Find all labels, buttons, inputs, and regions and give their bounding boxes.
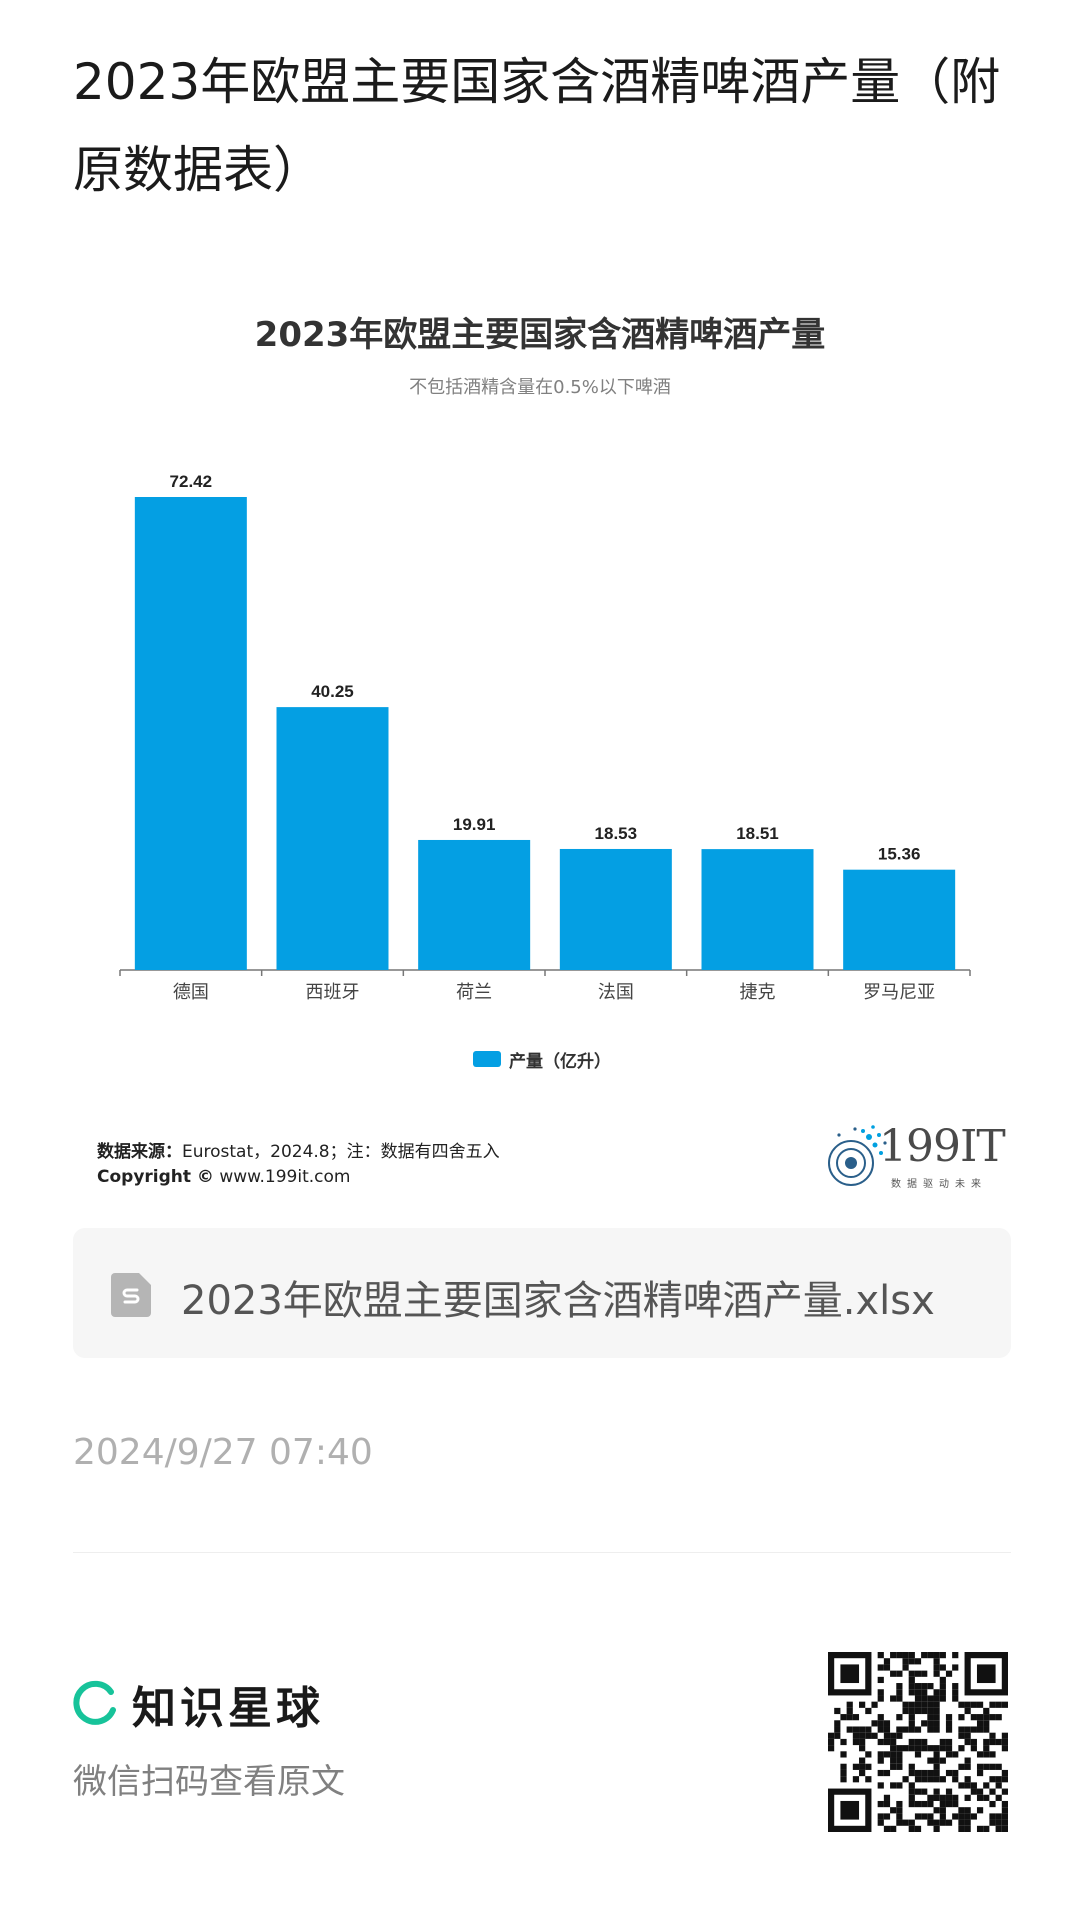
bar-5: [843, 869, 956, 970]
chart-title: 2023年欧盟主要国家含酒精啤酒产量: [254, 315, 826, 355]
x-tick-label-1: 西班牙: [306, 982, 360, 1003]
data-label-4: 18.51: [736, 824, 779, 843]
legend-label: 产量（亿升）: [509, 1051, 611, 1072]
qr-code-icon[interactable]: [828, 1652, 1008, 1832]
copyright-text: www.199it.com: [219, 1167, 351, 1187]
x-tick-label-3: 法国: [598, 982, 634, 1003]
legend-swatch: [473, 1051, 501, 1067]
x-tick-label-4: 捷克: [740, 982, 776, 1003]
bar-1: [276, 707, 389, 970]
x-tick-label-2: 荷兰: [456, 982, 492, 1003]
app-name: 知识星球: [132, 1683, 324, 1734]
attachment-card[interactable]: 2023年欧盟主要国家含酒精啤酒产量.xlsx: [73, 1228, 1011, 1358]
divider: [73, 1552, 1011, 1553]
data-label-2: 19.91: [453, 815, 496, 834]
source-text: Eurostat，2024.8；注：数据有四舍五入: [182, 1142, 500, 1162]
bar-0: [134, 497, 247, 970]
brand-tagline: 数据驱动未来: [891, 1179, 987, 1190]
document-icon: [111, 1273, 151, 1317]
brand-name: 199IT: [879, 1121, 1006, 1172]
x-tick-label-5: 罗马尼亚: [863, 982, 935, 1003]
chart-subtitle: 不包括酒精含量在0.5%以下啤酒: [409, 377, 671, 398]
bar-chart: 72.42 德国 40.25 西班牙 19.91 荷兰 18.53 法国 18.51 捷克 15.3…: [119, 472, 971, 1003]
data-label-1: 40.25: [311, 682, 354, 701]
chart-legend: 产量（亿升）: [473, 1047, 611, 1072]
copyright-line: Copyright © www.199it.com: [97, 1167, 350, 1187]
chart-image: 2023年欧盟主要国家含酒精啤酒产量 不包括酒精含量在0.5%以下啤酒 72.4…: [73, 285, 1007, 1215]
source-line: 数据来源：Eurostat，2024.8；注：数据有四舍五入: [97, 1137, 500, 1162]
x-tick-label-0: 德国: [173, 982, 209, 1003]
scan-hint: 微信扫码查看原文: [73, 1762, 345, 1802]
copyright-label: Copyright ©: [97, 1167, 214, 1187]
data-label-3: 18.53: [595, 824, 638, 843]
dandelion-logo-icon: [828, 1125, 887, 1186]
source-label: 数据来源：: [97, 1142, 182, 1162]
zsxq-logo-icon: [73, 1680, 116, 1725]
bar-2: [418, 839, 531, 970]
post-timestamp: 2024/9/27 07:40: [73, 1432, 373, 1473]
bar-4: [701, 849, 814, 970]
data-label-0: 72.42: [170, 472, 213, 491]
attachment-name: 2023年欧盟主要国家含酒精啤酒产量.xlsx: [181, 1278, 935, 1324]
page-title: 2023年欧盟主要国家含酒精啤酒产量（附原数据表）: [73, 53, 1001, 199]
bar-3: [559, 848, 672, 970]
data-label-5: 15.36: [878, 845, 921, 864]
